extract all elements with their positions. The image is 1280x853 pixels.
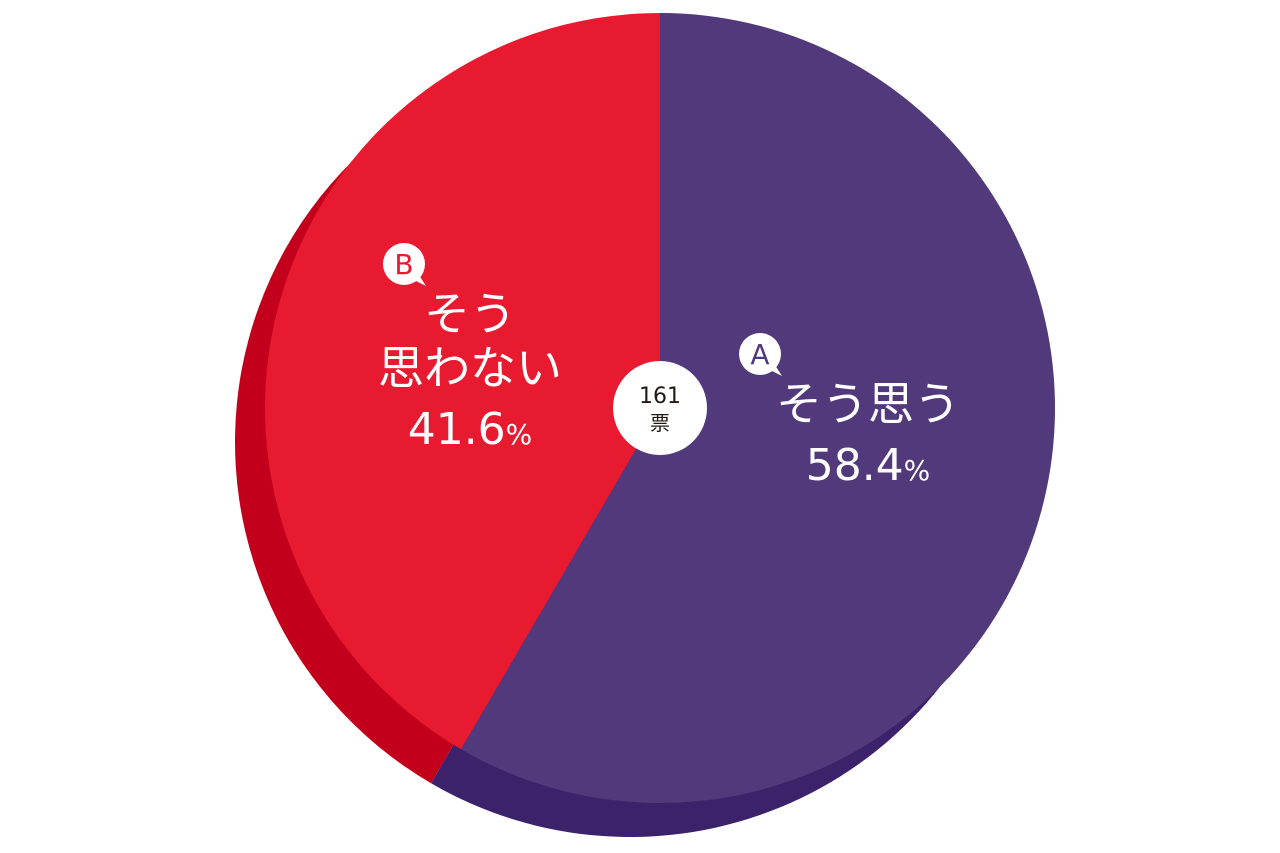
slice-b (265, 13, 660, 750)
slice-b-label-line-2: 思わない (378, 341, 562, 395)
slice-a-label-group: A そう思う 58.4% (739, 333, 960, 491)
slice-b-badge-circle (383, 243, 425, 285)
slice-b-badge-letter: B (394, 248, 413, 281)
total-unit: 票 (650, 411, 670, 435)
slice-b-percent: 41.6% (408, 404, 533, 455)
slice-b-percent-sign: % (506, 418, 533, 451)
slice-a-label: そう思う (776, 377, 960, 431)
slice-b-badge-tail (412, 272, 426, 286)
slice-a-percent-sign: % (904, 454, 931, 487)
slice-b-label-line-1: そう (424, 287, 516, 341)
slice-a-value: 58.4 (806, 440, 904, 491)
slice-a-badge-tail (768, 362, 782, 376)
pie-slices (265, 13, 1056, 803)
center-circle (613, 361, 707, 455)
slice-b-label-group: B そう 思わない 41.6% (378, 243, 562, 455)
center-total: 161 票 (613, 361, 707, 455)
slice-a-badge-circle (739, 333, 781, 375)
slice-b-badge: B (383, 243, 426, 286)
slice-a-badge-letter: A (750, 338, 769, 371)
slice-a (461, 13, 1056, 803)
slice-a-badge: A (739, 333, 782, 376)
slice-b-value: 41.6 (408, 404, 506, 455)
total-count: 161 (639, 384, 681, 409)
slice-a-percent: 58.4% (806, 440, 931, 491)
